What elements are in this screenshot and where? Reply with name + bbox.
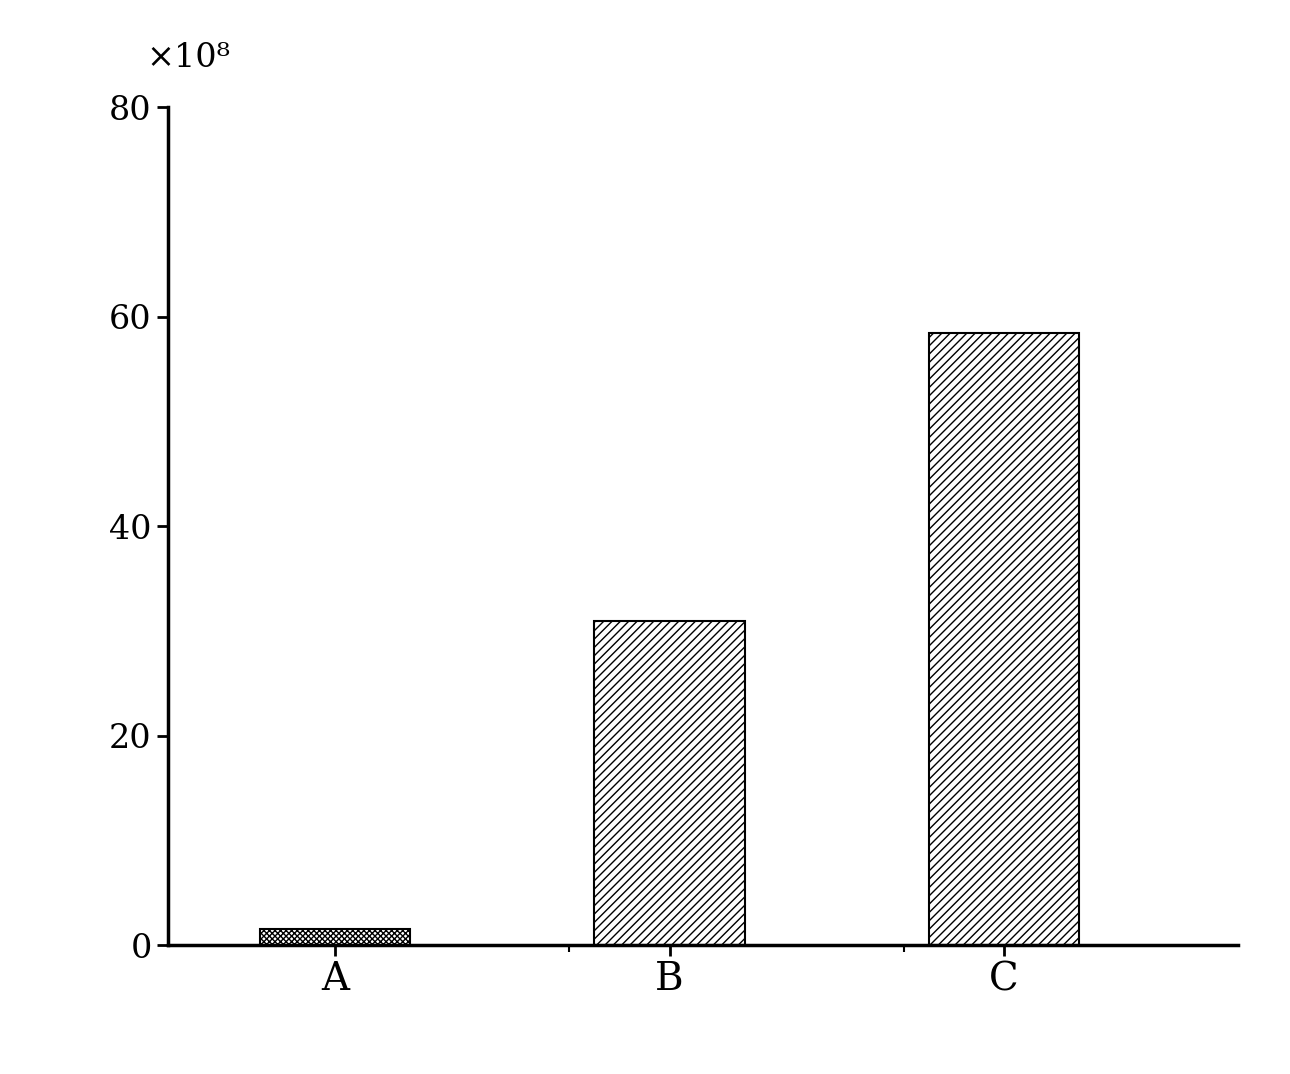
Bar: [259, 929, 410, 945]
Text: ×10⁸: ×10⁸: [146, 42, 231, 74]
Bar: [929, 333, 1080, 945]
Bar: [595, 621, 744, 945]
